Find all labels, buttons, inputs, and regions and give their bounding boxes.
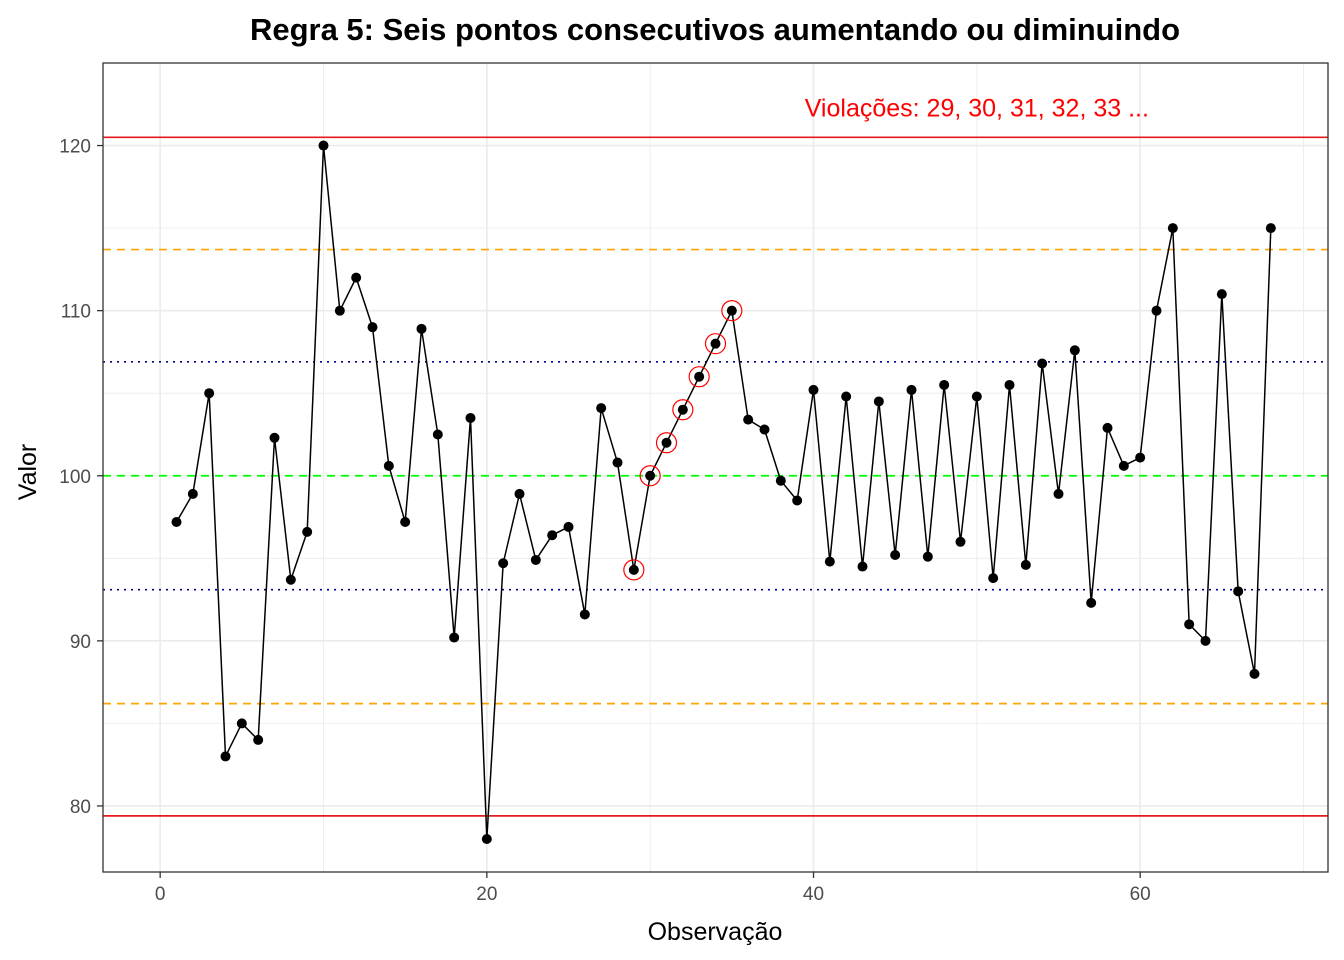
data-point [677,404,688,415]
chart-title: Regra 5: Seis pontos consecutivos aument… [250,12,1180,47]
data-point [824,556,835,567]
y-tick-label: 110 [61,302,91,323]
x-axis-title: Observação [648,918,783,946]
data-point [1086,597,1097,608]
y-tick-label: 100 [59,467,91,488]
x-tick-label: 20 [476,884,497,905]
data-point [955,536,966,547]
data-point [481,833,492,844]
violation-ring [639,465,661,487]
data-point [253,734,264,745]
data-point [1184,619,1195,630]
series-line [175,144,1272,840]
data-point [449,632,460,643]
data-point [351,272,362,283]
data-point [939,379,950,390]
data-point [1200,635,1211,646]
data-point [579,609,590,620]
data-point [1037,358,1048,369]
data-point [498,558,509,569]
data-point [661,437,672,448]
data-point [302,526,313,537]
reference-lines [103,136,1328,817]
data-point [1265,223,1276,234]
data-point [971,391,982,402]
data-point [857,561,868,572]
data-point [841,391,852,402]
data-point [563,521,574,532]
data-point [710,338,721,349]
data-point [514,488,525,499]
data-point [383,460,394,471]
data-point [285,574,296,585]
data-series [175,144,1272,840]
violation-ring [721,300,743,322]
data-point [1233,586,1244,597]
data-point [1069,345,1080,356]
y-tick-label: 80 [70,797,91,818]
data-point [743,414,754,425]
violation-ring [623,559,645,581]
violation-ring [672,399,694,421]
data-point [792,495,803,506]
violations-annotation: Violações: 29, 30, 31, 32, 33 ... [805,95,1149,123]
data-point [416,323,427,334]
data-point [1216,289,1227,300]
axis-ticks: 0 20 40 60 80 90 100 110 120 [59,137,1150,905]
data-point [808,384,819,395]
x-tick-label: 40 [803,884,824,905]
panel-border [102,62,1329,873]
data-point [1118,460,1129,471]
data-point [171,516,182,527]
data-point [530,554,541,565]
data-point [1020,559,1031,570]
data-point [1151,305,1162,316]
data-point [873,396,884,407]
data-point [236,718,247,729]
data-point [1167,223,1178,234]
data-point [906,384,917,395]
data-point [269,432,280,443]
data-point [988,573,999,584]
data-point [400,516,411,527]
data-point [187,488,198,499]
y-tick-label: 90 [70,632,91,653]
x-tick-label: 60 [1130,884,1151,905]
data-point [1135,452,1146,463]
data-point [759,424,770,435]
data-point [1004,379,1015,390]
data-point [1053,488,1064,499]
data-point [775,475,786,486]
data-point [694,371,705,382]
data-point [432,429,443,440]
data-point [645,470,656,481]
data-point [1249,668,1260,679]
data-point [922,551,933,562]
data-point [367,322,378,333]
violation-ring [704,333,727,355]
data-point [890,550,901,561]
data-point [318,140,329,151]
violation-ring [688,366,710,388]
data-point [596,403,607,414]
y-tick-label: 120 [59,137,91,158]
grid-lines [103,63,1328,872]
data-point [612,457,623,468]
data-points [171,140,1276,844]
data-point [220,751,231,762]
data-point [547,530,558,541]
data-point [334,305,345,316]
data-point [1102,422,1113,433]
data-point [726,305,737,316]
data-point [204,388,215,399]
data-point [628,564,639,575]
y-axis-title: Valor [14,444,42,501]
x-tick-label: 0 [155,884,166,905]
data-point [465,412,476,423]
violation-ring [655,432,678,454]
violation-markers [623,300,743,581]
